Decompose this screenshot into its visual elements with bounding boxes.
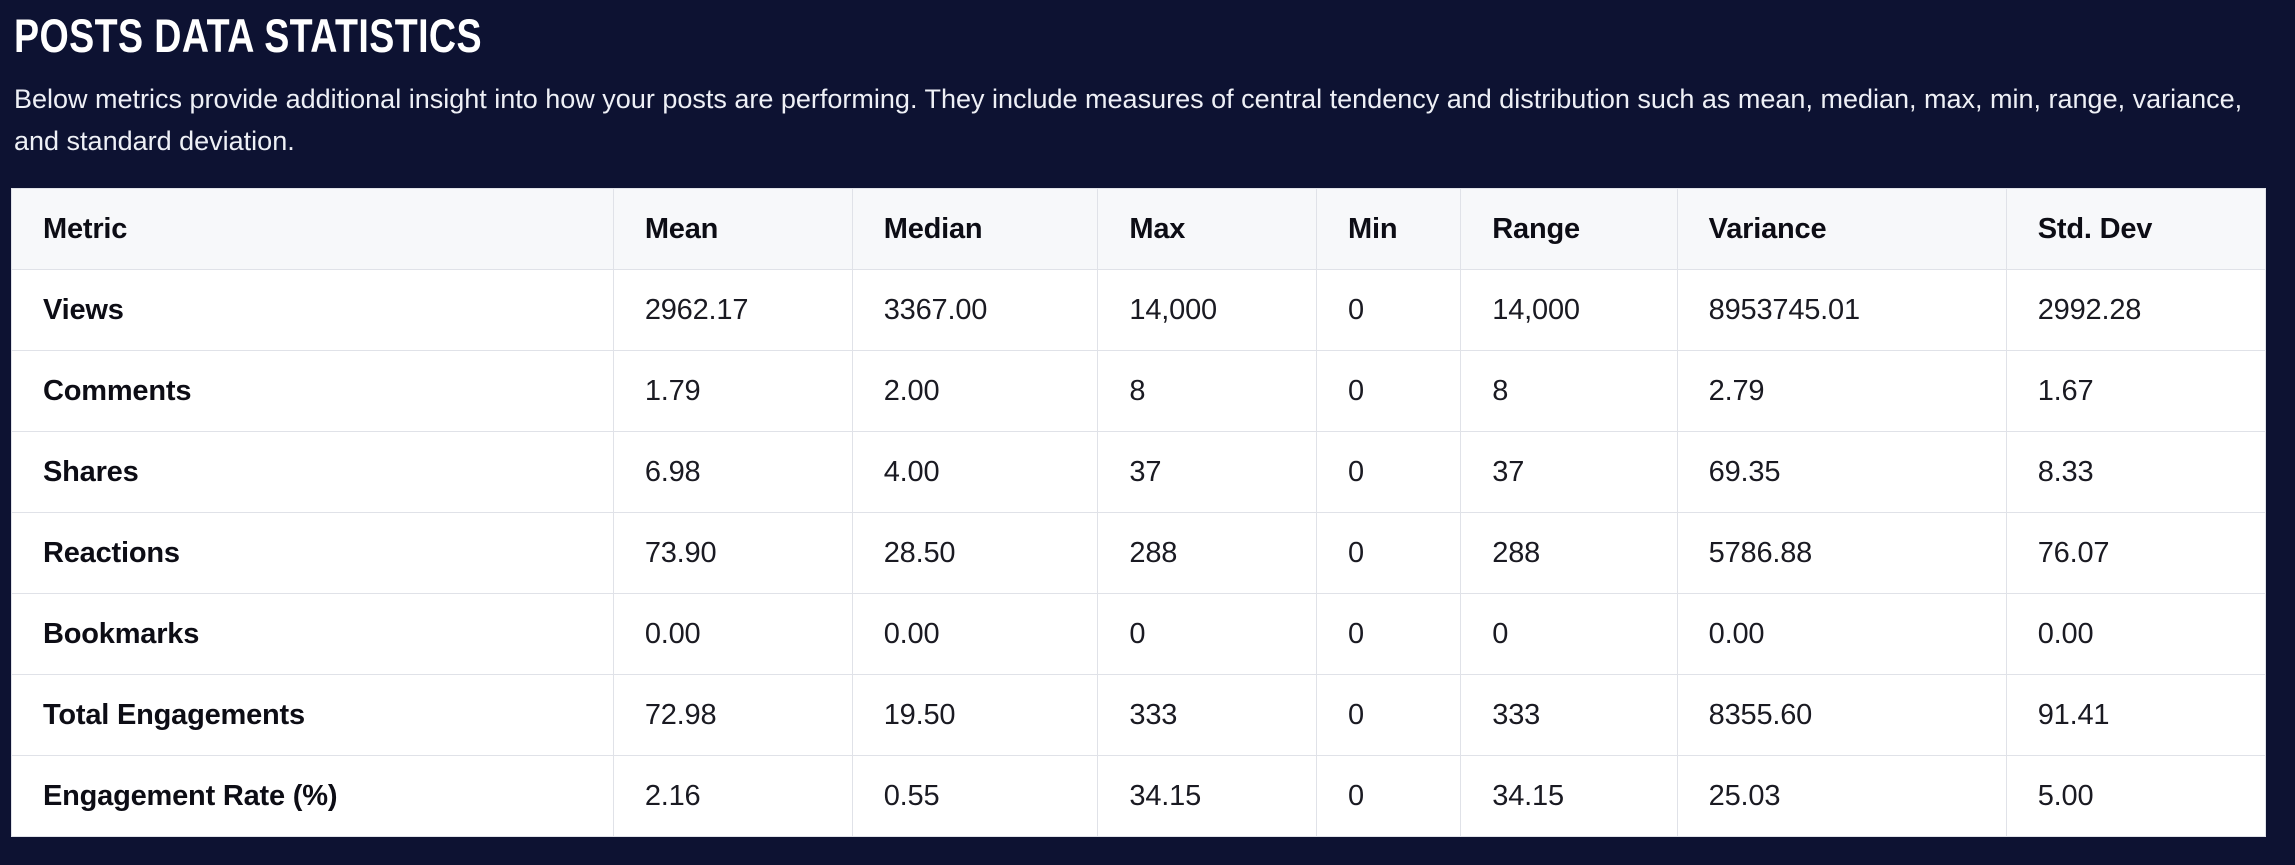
std-dev-value: 0.00 [2005, 593, 2267, 675]
statistics-table: Metric Mean Median Max Min Range Variance Std. … [11, 188, 2267, 837]
column-header-range: Range [1460, 188, 1678, 270]
table-row-total-engagements: Total Engagements 72.98 19.50 333 0 333 8355.6… [11, 674, 2267, 756]
variance-value: 25.03 [1676, 755, 2007, 837]
min-value: 0 [1316, 431, 1462, 513]
range-value: 288 [1460, 512, 1678, 594]
max-value: 0 [1097, 593, 1318, 675]
range-value: 34.15 [1460, 755, 1678, 837]
table-row-views: Views 2962.17 3367.00 14,000 0 14,000 8953745.… [11, 269, 2267, 351]
column-header-min: Min [1316, 188, 1462, 270]
std-dev-value: 5.00 [2005, 755, 2267, 837]
range-value: 14,000 [1460, 269, 1678, 351]
table-row-shares: Shares 6.98 4.00 37 0 37 69.35 8.33 [11, 431, 2267, 513]
mean-value: 2962.17 [612, 269, 853, 351]
std-dev-value: 76.07 [2005, 512, 2267, 594]
range-value: 333 [1460, 674, 1678, 756]
metric-label: Bookmarks [11, 593, 614, 675]
median-value: 0.00 [851, 593, 1099, 675]
std-dev-value: 91.41 [2005, 674, 2267, 756]
metric-label: Views [11, 269, 614, 351]
mean-value: 73.90 [612, 512, 853, 594]
metric-label: Comments [11, 350, 614, 432]
variance-value: 5786.88 [1676, 512, 2007, 594]
metric-label: Shares [11, 431, 614, 513]
column-header-mean: Mean [612, 188, 853, 270]
column-header-variance: Variance [1676, 188, 2007, 270]
range-value: 0 [1460, 593, 1678, 675]
max-value: 8 [1097, 350, 1318, 432]
min-value: 0 [1316, 512, 1462, 594]
min-value: 0 [1316, 269, 1462, 351]
metric-label: Engagement Rate (%) [11, 755, 614, 837]
range-value: 37 [1460, 431, 1678, 513]
max-value: 288 [1097, 512, 1318, 594]
mean-value: 0.00 [612, 593, 853, 675]
table-row-comments: Comments 1.79 2.00 8 0 8 2.79 1.67 [11, 350, 2267, 432]
median-value: 19.50 [851, 674, 1099, 756]
min-value: 0 [1316, 755, 1462, 837]
max-value: 14,000 [1097, 269, 1318, 351]
min-value: 0 [1316, 593, 1462, 675]
table-row-bookmarks: Bookmarks 0.00 0.00 0 0 0 0.00 0.00 [11, 593, 2267, 675]
std-dev-value: 8.33 [2005, 431, 2267, 513]
variance-value: 8953745.01 [1676, 269, 2007, 351]
table-header-row: Metric Mean Median Max Min Range Variance Std. … [11, 188, 2267, 270]
median-value: 28.50 [851, 512, 1099, 594]
page-title: POSTS DATA STATISTICS [14, 9, 482, 62]
page-description: Below metrics provide additional insight… [14, 84, 2243, 156]
median-value: 0.55 [851, 755, 1099, 837]
range-value: 8 [1460, 350, 1678, 432]
column-header-std-dev: Std. Dev [2005, 188, 2267, 270]
table-row-reactions: Reactions 73.90 28.50 288 0 288 5786.88 76.07 [11, 512, 2267, 594]
median-value: 2.00 [851, 350, 1099, 432]
metric-label: Total Engagements [11, 674, 614, 756]
table-row-engagement-rate: Engagement Rate (%) 2.16 0.55 34.15 0 34.15 25… [11, 755, 2267, 837]
median-value: 3367.00 [851, 269, 1099, 351]
column-header-median: Median [851, 188, 1099, 270]
statistics-table-container: Metric Mean Median Max Min Range Variance Std. … [11, 188, 2267, 837]
column-header-max: Max [1097, 188, 1318, 270]
max-value: 34.15 [1097, 755, 1318, 837]
mean-value: 2.16 [612, 755, 853, 837]
std-dev-value: 1.67 [2005, 350, 2267, 432]
min-value: 0 [1316, 674, 1462, 756]
std-dev-value: 2992.28 [2005, 269, 2267, 351]
variance-value: 0.00 [1676, 593, 2007, 675]
variance-value: 2.79 [1676, 350, 2007, 432]
min-value: 0 [1316, 350, 1462, 432]
max-value: 333 [1097, 674, 1318, 756]
column-header-metric: Metric [11, 188, 614, 270]
max-value: 37 [1097, 431, 1318, 513]
metric-label: Reactions [11, 512, 614, 594]
mean-value: 72.98 [612, 674, 853, 756]
variance-value: 8355.60 [1676, 674, 2007, 756]
median-value: 4.00 [851, 431, 1099, 513]
mean-value: 1.79 [612, 350, 853, 432]
variance-value: 69.35 [1676, 431, 2007, 513]
mean-value: 6.98 [612, 431, 853, 513]
